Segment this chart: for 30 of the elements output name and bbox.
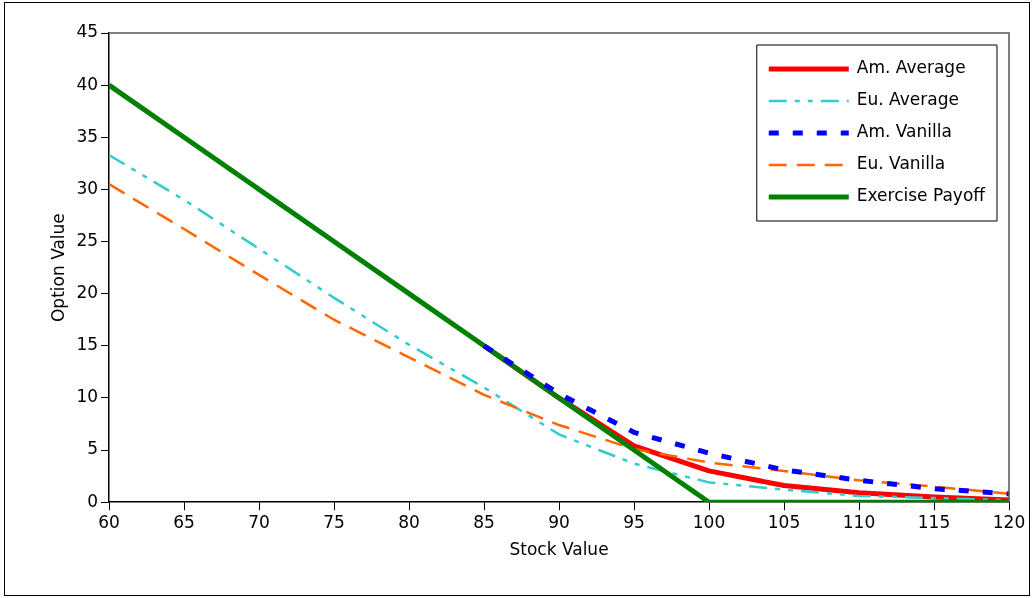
y-tick-label: 10: [76, 386, 99, 407]
y-axis-title: Option Value: [47, 213, 68, 323]
x-tick-label: 90: [548, 511, 570, 532]
y-tick-label: 15: [76, 334, 99, 355]
x-tick-label: 110: [842, 511, 876, 532]
y-tick-label: 35: [76, 125, 99, 146]
legend-label: Am. Vanilla: [856, 121, 952, 142]
y-tick-label: 30: [76, 177, 99, 198]
y-tick-label: 0: [87, 490, 99, 511]
x-tick-label: 95: [623, 511, 645, 532]
x-tick-label: 85: [473, 511, 495, 532]
x-tick-label: 120: [992, 511, 1026, 532]
x-tick-label: 105: [767, 511, 801, 532]
legend-label: Am. Average: [856, 57, 966, 78]
legend-label: Eu. Average: [856, 89, 959, 110]
legend-label: Exercise Payoff: [856, 185, 987, 206]
y-tick-label: 45: [76, 21, 99, 42]
x-tick-label: 80: [398, 511, 420, 532]
y-tick-label: 25: [76, 229, 99, 250]
x-tick-label: 75: [323, 511, 345, 532]
x-tick-label: 115: [917, 511, 951, 532]
x-tick-label: 60: [98, 511, 120, 532]
y-tick-label: 40: [76, 73, 99, 94]
y-tick-label: 5: [87, 438, 99, 459]
legend-label: Eu. Vanilla: [856, 153, 946, 174]
x-tick-label: 65: [173, 511, 195, 532]
y-tick-label: 20: [76, 282, 99, 303]
x-axis-title: Stock Value: [509, 539, 609, 560]
x-tick-label: 70: [248, 511, 270, 532]
x-tick-label: 100: [692, 511, 726, 532]
